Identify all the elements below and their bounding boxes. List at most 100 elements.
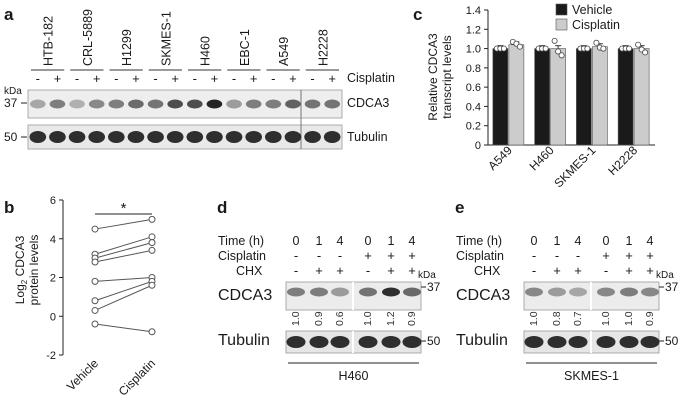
bar-cisplatin bbox=[550, 48, 566, 146]
time-value: 1 bbox=[388, 234, 395, 248]
tubulin-band bbox=[286, 336, 306, 348]
quantification-value: 0.9 bbox=[313, 311, 325, 326]
vehicle-point bbox=[91, 297, 99, 305]
cell-line-label: H1299 bbox=[120, 29, 134, 66]
sign-plus: + bbox=[289, 71, 297, 86]
tubulin-band bbox=[402, 336, 422, 348]
vehicle-point bbox=[91, 225, 99, 233]
blot-label-tubulin: Tubulin bbox=[456, 332, 508, 349]
cdca3-band bbox=[187, 99, 203, 109]
replicate-point bbox=[593, 39, 600, 46]
time-value: 4 bbox=[337, 234, 344, 248]
tubulin-band bbox=[619, 336, 639, 348]
bar-vehicle bbox=[492, 48, 509, 146]
quantification-value: 0.8 bbox=[551, 311, 563, 326]
time-value: 0 bbox=[603, 234, 610, 248]
chx-sign: + bbox=[574, 263, 582, 278]
vehicle-point bbox=[91, 258, 99, 266]
replicate-point bbox=[642, 49, 649, 56]
cisplatin-point bbox=[148, 281, 156, 289]
blot-label-cdca3-a: CDCA3 bbox=[347, 96, 389, 110]
quantification-value: 1.0 bbox=[362, 311, 374, 326]
sign-plus: + bbox=[328, 71, 336, 86]
time-value: 0 bbox=[531, 234, 538, 248]
tubulin-band bbox=[68, 131, 86, 143]
y-tick-label-b: 0 bbox=[50, 311, 56, 323]
sign-minus: - bbox=[271, 71, 275, 86]
y-axis-label-b: Log2 CDCA3 bbox=[13, 235, 29, 304]
cisplatin-sign: - bbox=[576, 248, 580, 263]
chx-sign: + bbox=[336, 263, 344, 278]
tubulin-band bbox=[108, 131, 125, 143]
pair-line bbox=[94, 242, 153, 259]
quantification-value: 1.0 bbox=[290, 311, 302, 326]
cisplatin-point bbox=[148, 239, 156, 247]
cdca3-band bbox=[285, 99, 301, 109]
cdca3-band bbox=[382, 287, 400, 297]
panel-label-c: c bbox=[413, 5, 422, 24]
replicate-point bbox=[558, 52, 565, 59]
quantification-value: 1.2 bbox=[385, 311, 397, 326]
time-value: 0 bbox=[293, 234, 300, 248]
marker-50-a: 50 bbox=[4, 130, 18, 144]
tubulin-band bbox=[284, 131, 302, 143]
panel-c-chart: Relative CDCA3 transcript levels 1.4 1.2 1… bbox=[426, 3, 655, 190]
bar-cisplatin bbox=[592, 46, 608, 146]
cell-line-label: EBC-1 bbox=[238, 29, 252, 66]
bar-vehicle bbox=[576, 48, 592, 146]
time-value: 4 bbox=[409, 234, 416, 248]
kda-label: kDa bbox=[656, 270, 674, 281]
row-label-cisplatin: Cisplatin bbox=[456, 249, 504, 263]
replicate-point bbox=[584, 45, 591, 52]
panel-label-d: d bbox=[217, 198, 227, 217]
x-tick-label-c: H2228 bbox=[605, 143, 640, 178]
sign-minus: - bbox=[75, 71, 79, 86]
pair-line bbox=[94, 277, 153, 282]
legend-swatch-cisplatin bbox=[555, 18, 568, 31]
pair-line bbox=[94, 284, 153, 311]
cell-line-label: CRL-5889 bbox=[81, 9, 95, 66]
sign-minus: - bbox=[310, 71, 314, 86]
replicate-point bbox=[500, 45, 507, 52]
cdca3-band bbox=[597, 287, 615, 297]
blot-label-tubulin-a: Tubulin bbox=[347, 130, 388, 144]
row-label-time: Time (h) bbox=[456, 234, 502, 248]
sign-minus: - bbox=[193, 71, 197, 86]
blot-label-cdca3: CDCA3 bbox=[218, 287, 272, 304]
quantification-value: 1.0 bbox=[528, 311, 540, 326]
tubulin-band bbox=[358, 336, 378, 348]
sign-plus: + bbox=[93, 71, 101, 86]
row-label-time: Time (h) bbox=[218, 234, 264, 248]
pair-line bbox=[94, 249, 153, 263]
cdca3-band bbox=[128, 99, 144, 109]
sign-plus: + bbox=[171, 71, 179, 86]
marker-37: 37 bbox=[665, 280, 679, 294]
cell-line-label: HTB-182 bbox=[42, 16, 56, 66]
bar-vehicle bbox=[534, 48, 550, 146]
significance-star: * bbox=[121, 200, 127, 217]
cell-line-label: H460 bbox=[199, 36, 213, 66]
pair-line bbox=[94, 280, 153, 302]
blot-label-tubulin: Tubulin bbox=[218, 332, 270, 349]
tubulin-band bbox=[166, 131, 184, 143]
marker-50: 50 bbox=[665, 334, 679, 348]
cdca3-band bbox=[620, 287, 638, 297]
bar-vehicle bbox=[617, 48, 634, 146]
tubulin-band bbox=[206, 131, 223, 143]
cisplatin-sign: - bbox=[294, 248, 298, 263]
y-axis-label-c-line2: transcript levels bbox=[440, 35, 454, 118]
tubulin-band bbox=[49, 131, 66, 143]
replicate-point bbox=[516, 43, 523, 50]
cdca3-band bbox=[641, 287, 659, 297]
cisplatin-sign: + bbox=[364, 248, 372, 263]
row-label-cisplatin: Cisplatin bbox=[218, 249, 266, 263]
tubulin-band bbox=[147, 131, 164, 143]
chx-sign: + bbox=[408, 263, 416, 278]
y-tick-label-c: 1.4 bbox=[466, 5, 481, 17]
sign-plus: + bbox=[132, 71, 140, 86]
chx-sign: + bbox=[646, 263, 654, 278]
y-tick-label-c: 0 bbox=[475, 140, 481, 152]
